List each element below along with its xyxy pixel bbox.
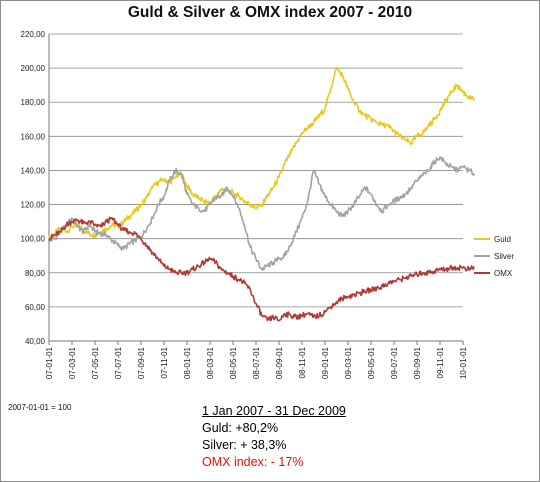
period-text: 1 Jan 2007 - 31 Dec 2009 bbox=[202, 404, 346, 418]
x-tick-label: 10-01-01 bbox=[459, 346, 468, 379]
legend-label-omx: OMX bbox=[494, 269, 513, 278]
guld-change: Guld: +80,2% bbox=[202, 421, 279, 435]
x-tick-label: 08-01-01 bbox=[183, 346, 192, 379]
x-tick-label: 08-11-01 bbox=[298, 346, 307, 378]
x-tick-label: 09-03-01 bbox=[344, 346, 353, 379]
x-tick-label: 09-05-01 bbox=[367, 346, 376, 379]
x-tick-label: 08-07-01 bbox=[252, 346, 261, 379]
x-tick-label: 09-11-01 bbox=[436, 346, 445, 378]
y-tick-label: 220,00 bbox=[21, 30, 46, 39]
y-tick-label: 180,00 bbox=[21, 98, 46, 107]
x-tick-label: 07-03-01 bbox=[68, 346, 77, 379]
series-line-guld bbox=[48, 66, 475, 241]
x-tick-label: 07-07-01 bbox=[114, 346, 123, 379]
y-tick-label: 60,00 bbox=[25, 303, 46, 312]
y-tick-label: 200,00 bbox=[21, 64, 46, 73]
stats-box: 1 Jan 2007 - 31 Dec 2009 Guld: +80,2% Si… bbox=[202, 403, 346, 471]
x-tick-label: 07-09-01 bbox=[137, 346, 146, 379]
x-tick-label: 09-01-01 bbox=[321, 346, 330, 379]
x-tick-label: 08-03-01 bbox=[206, 346, 215, 379]
x-tick-label: 09-07-01 bbox=[390, 346, 399, 379]
chart-title: Guld & Silver & OMX index 2007 - 2010 bbox=[127, 4, 413, 21]
y-tick-label: 160,00 bbox=[21, 132, 46, 141]
legend-label-silver: Silver bbox=[494, 252, 514, 261]
y-tick-label: 80,00 bbox=[25, 269, 46, 278]
line-chart: 40,00 60,00 80,00 100,00 120,00 140,00 160,00 1… bbox=[21, 30, 515, 379]
x-tick-label: 09-09-01 bbox=[413, 346, 422, 379]
base-note: 2007-01-01 = 100 bbox=[8, 403, 72, 412]
x-tick-label: 07-11-01 bbox=[160, 346, 169, 378]
series-line-silver bbox=[48, 156, 476, 271]
y-tick-label: 140,00 bbox=[21, 166, 46, 175]
omx-change: OMX index: - 17% bbox=[202, 455, 304, 469]
silver-change: Silver: + 38,3% bbox=[202, 438, 287, 452]
series-line-omx bbox=[48, 216, 476, 322]
x-tick-label: 08-09-01 bbox=[275, 346, 284, 379]
legend-label-guld: Guld bbox=[494, 235, 511, 244]
x-tick-label: 07-05-01 bbox=[91, 346, 100, 379]
y-tick-label: 120,00 bbox=[21, 201, 46, 210]
y-tick-label: 40,00 bbox=[25, 337, 46, 346]
x-tick-label: 07-01-01 bbox=[45, 346, 54, 379]
x-tick-label: 08-05-01 bbox=[229, 346, 238, 379]
y-tick-label: 100,00 bbox=[21, 235, 46, 244]
